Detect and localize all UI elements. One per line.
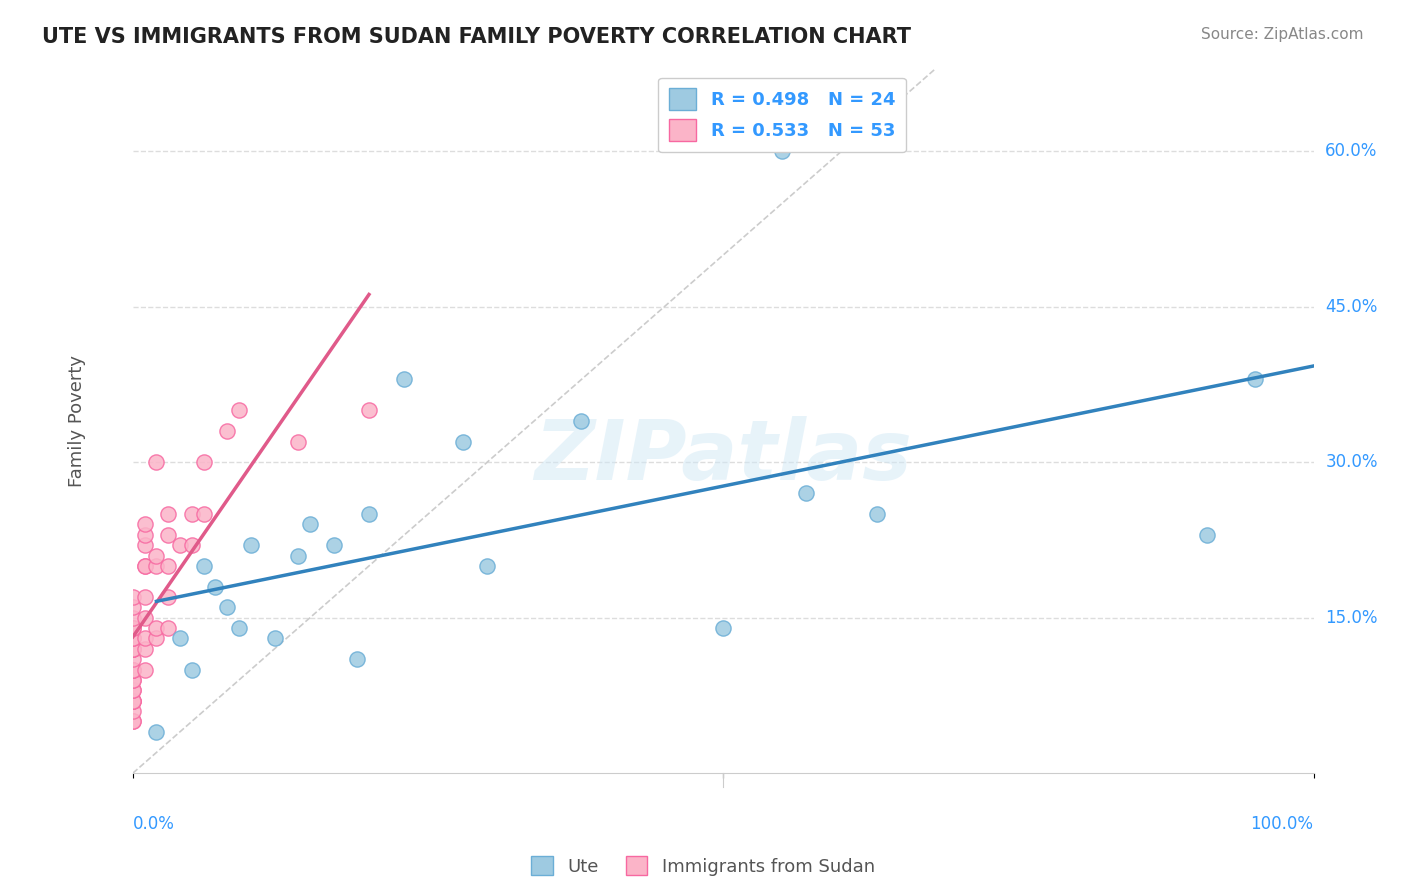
Point xyxy=(193,455,215,469)
Text: 30.0%: 30.0% xyxy=(1326,453,1378,471)
Point xyxy=(134,538,156,552)
Point xyxy=(121,621,143,635)
Point xyxy=(121,600,143,615)
Point xyxy=(121,683,143,698)
Point xyxy=(121,704,143,718)
Point xyxy=(157,621,180,635)
Point xyxy=(121,621,143,635)
Point xyxy=(134,528,156,542)
Point xyxy=(121,663,143,677)
Point xyxy=(134,663,156,677)
Point xyxy=(263,632,285,646)
Point xyxy=(145,621,167,635)
Text: Family Poverty: Family Poverty xyxy=(67,355,86,487)
Point xyxy=(121,641,143,656)
Point xyxy=(180,538,202,552)
Text: ZIPatlas: ZIPatlas xyxy=(534,416,912,497)
Point xyxy=(121,641,143,656)
Point xyxy=(134,590,156,604)
Point xyxy=(134,611,156,625)
Point xyxy=(866,507,889,521)
Point xyxy=(121,693,143,707)
Point xyxy=(121,641,143,656)
Point xyxy=(121,590,143,604)
Point xyxy=(121,632,143,646)
Point xyxy=(794,486,817,500)
Point xyxy=(453,434,475,449)
Point xyxy=(357,507,380,521)
Point xyxy=(571,414,593,428)
Text: 100.0%: 100.0% xyxy=(1250,815,1313,833)
Point xyxy=(121,663,143,677)
Point xyxy=(357,403,380,417)
Point xyxy=(346,652,368,666)
Point xyxy=(157,558,180,573)
Point xyxy=(134,632,156,646)
Text: 0.0%: 0.0% xyxy=(132,815,174,833)
Point xyxy=(322,538,344,552)
Point xyxy=(121,693,143,707)
Point xyxy=(287,549,309,563)
Point xyxy=(770,145,793,159)
Point xyxy=(121,632,143,646)
Legend: R = 0.498   N = 24, R = 0.533   N = 53: R = 0.498 N = 24, R = 0.533 N = 53 xyxy=(658,78,905,153)
Point xyxy=(1197,528,1219,542)
Text: UTE VS IMMIGRANTS FROM SUDAN FAMILY POVERTY CORRELATION CHART: UTE VS IMMIGRANTS FROM SUDAN FAMILY POVE… xyxy=(42,27,911,46)
Point xyxy=(121,683,143,698)
Point xyxy=(239,538,262,552)
Point xyxy=(121,714,143,729)
Point xyxy=(121,611,143,625)
Text: 45.0%: 45.0% xyxy=(1326,298,1378,316)
Point xyxy=(475,558,498,573)
Text: 15.0%: 15.0% xyxy=(1326,608,1378,627)
Point xyxy=(228,621,250,635)
Point xyxy=(157,507,180,521)
Point xyxy=(121,693,143,707)
Point xyxy=(217,424,239,438)
Legend: Ute, Immigrants from Sudan: Ute, Immigrants from Sudan xyxy=(524,849,882,883)
Point xyxy=(145,549,167,563)
Point xyxy=(157,528,180,542)
Point xyxy=(134,558,156,573)
Point xyxy=(298,517,321,532)
Point xyxy=(157,590,180,604)
Point xyxy=(180,663,202,677)
Text: Source: ZipAtlas.com: Source: ZipAtlas.com xyxy=(1201,27,1364,42)
Point xyxy=(121,714,143,729)
Point xyxy=(134,517,156,532)
Point xyxy=(711,621,734,635)
Point xyxy=(134,558,156,573)
Point xyxy=(193,558,215,573)
Point xyxy=(287,434,309,449)
Point xyxy=(228,403,250,417)
Point xyxy=(169,632,191,646)
Point xyxy=(121,652,143,666)
Point xyxy=(394,372,416,386)
Point xyxy=(121,673,143,687)
Point xyxy=(169,538,191,552)
Point xyxy=(121,673,143,687)
Point xyxy=(145,455,167,469)
Point xyxy=(145,724,167,739)
Point xyxy=(204,580,226,594)
Text: 60.0%: 60.0% xyxy=(1326,143,1378,161)
Point xyxy=(180,507,202,521)
Point xyxy=(121,663,143,677)
Point xyxy=(217,600,239,615)
Point xyxy=(145,632,167,646)
Point xyxy=(145,558,167,573)
Point xyxy=(193,507,215,521)
Point xyxy=(134,641,156,656)
Point xyxy=(1243,372,1265,386)
